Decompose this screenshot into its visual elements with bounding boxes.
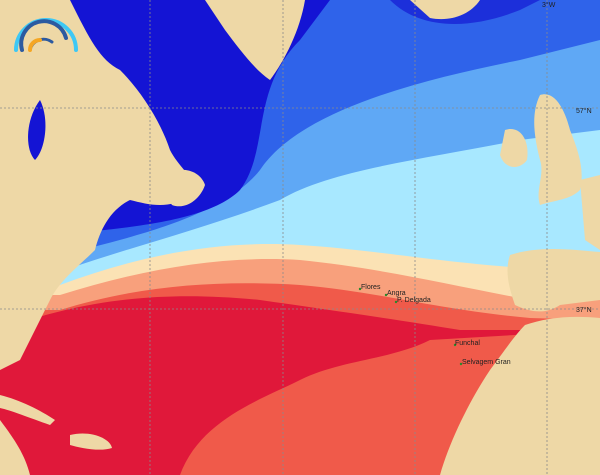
- newfoundland: [162, 169, 205, 207]
- cuba: [0, 395, 55, 425]
- france: [580, 175, 600, 250]
- iceland: [410, 0, 480, 20]
- place-p-delgada[interactable]: P. Delgada: [394, 297, 431, 304]
- place-selvagem-gran[interactable]: Selvagem Gran: [459, 359, 511, 366]
- africa: [440, 316, 600, 475]
- rainbow-arcs-logo-icon[interactable]: [14, 18, 78, 52]
- central-america: [0, 420, 30, 475]
- place-label: P. Delgada: [397, 297, 431, 304]
- north-america: [0, 0, 193, 370]
- place-label: Flores: [361, 284, 381, 291]
- place-marker: [384, 293, 388, 297]
- place-marker: [453, 343, 457, 347]
- place-label: Selvagem Gran: [462, 359, 511, 366]
- iberia: [507, 248, 600, 312]
- grid-label-3w: 3°W: [542, 1, 556, 9]
- place-marker: [394, 300, 398, 304]
- place-marker: [358, 287, 362, 291]
- place-funchal[interactable]: Funchal: [453, 340, 481, 347]
- place-marker: [459, 362, 463, 366]
- grid-label-37n: 37°N: [576, 306, 592, 314]
- ireland: [500, 129, 528, 167]
- hispaniola: [70, 433, 112, 450]
- place-label: Funchal: [455, 340, 480, 347]
- hudson-bay-inlet: [28, 100, 46, 160]
- place-label: Angra: [387, 290, 406, 297]
- grid-label-57n: 57°N: [576, 107, 592, 115]
- place-flores[interactable]: Flores: [358, 284, 381, 291]
- greenland: [205, 0, 305, 80]
- great-britain: [534, 94, 582, 205]
- place-angra[interactable]: Angra: [384, 290, 406, 297]
